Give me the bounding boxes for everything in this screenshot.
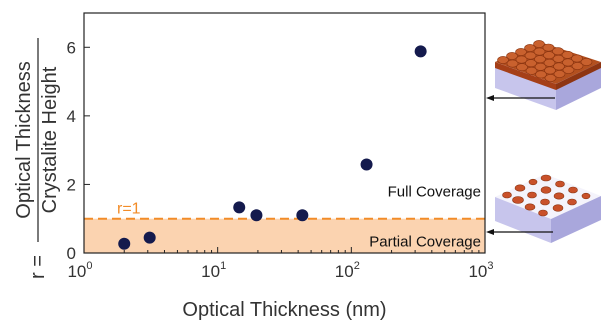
crystallite bbox=[561, 50, 574, 59]
crystallite bbox=[524, 51, 537, 60]
data-point bbox=[360, 158, 373, 171]
partial-coverage-label: Partial Coverage bbox=[369, 234, 481, 251]
island bbox=[567, 198, 577, 206]
crystallite bbox=[506, 52, 518, 60]
x-tick-label-exponent: 2 bbox=[354, 260, 360, 272]
crystallite bbox=[562, 58, 574, 67]
x-tick-label-exponent: 1 bbox=[220, 260, 226, 272]
partial-coverage-film-illustration bbox=[495, 174, 601, 243]
crystallite bbox=[562, 66, 575, 74]
island bbox=[528, 178, 538, 186]
island bbox=[568, 186, 578, 194]
x-tick-label-base: 10 bbox=[201, 262, 220, 281]
y-tick-label: 2 bbox=[67, 175, 76, 194]
island bbox=[527, 191, 537, 199]
x-tick-label: 100 bbox=[67, 260, 92, 281]
data-point bbox=[233, 201, 246, 214]
island bbox=[512, 196, 524, 204]
island bbox=[553, 192, 565, 200]
full-film-layer-front bbox=[495, 62, 556, 90]
island bbox=[502, 191, 512, 199]
island bbox=[552, 204, 564, 212]
island bbox=[540, 186, 552, 194]
crystallite bbox=[543, 51, 555, 60]
y-axis-label-prefix: r = bbox=[27, 255, 49, 279]
crystallite bbox=[533, 47, 546, 56]
crystallite bbox=[534, 62, 547, 71]
y-axis-label-numerator: Optical Thickness bbox=[13, 61, 35, 218]
crystallite bbox=[553, 70, 566, 78]
crystallite bbox=[543, 58, 556, 67]
x-tick-label: 103 bbox=[468, 260, 493, 281]
crystallite bbox=[534, 55, 546, 64]
full-coverage-arrow-icon bbox=[486, 95, 494, 101]
crystallite bbox=[553, 62, 565, 71]
full-film-crystallites bbox=[497, 40, 593, 82]
x-tick-label-exponent: 0 bbox=[86, 260, 92, 272]
data-point bbox=[296, 209, 309, 222]
full-film-layer-side bbox=[556, 62, 601, 90]
island bbox=[540, 198, 550, 206]
data-point bbox=[414, 45, 427, 58]
r1-label: r=1 bbox=[117, 201, 141, 218]
crystallite bbox=[552, 47, 564, 56]
crystallite bbox=[525, 59, 537, 68]
partial-film-islands bbox=[502, 174, 591, 217]
crystallite bbox=[571, 54, 583, 63]
x-tick-label: 101 bbox=[201, 260, 226, 281]
data-point bbox=[118, 237, 131, 250]
x-tick-label: 102 bbox=[335, 260, 360, 281]
y-tick-label: 6 bbox=[67, 38, 76, 57]
crystallite bbox=[524, 44, 536, 52]
x-tick-label-base: 10 bbox=[335, 262, 354, 281]
crystallite bbox=[580, 58, 593, 66]
y-axis-label: Optical Thickness Crystalite Height r = bbox=[13, 38, 61, 279]
crystallite bbox=[535, 70, 547, 79]
x-axis-label: Optical Thickness (nm) bbox=[182, 299, 386, 321]
island bbox=[581, 192, 591, 200]
data-point bbox=[250, 209, 263, 222]
island bbox=[514, 184, 526, 192]
crystallite bbox=[552, 54, 565, 63]
full-coverage-label: Full Coverage bbox=[388, 184, 481, 201]
crystallite bbox=[516, 63, 528, 72]
y-tick-label: 0 bbox=[67, 244, 76, 263]
crystallite bbox=[497, 56, 509, 64]
x-tick-label-base: 10 bbox=[67, 262, 86, 281]
crystallite bbox=[544, 66, 556, 75]
crystallite bbox=[515, 48, 527, 56]
x-tick-label-exponent: 3 bbox=[487, 260, 493, 272]
crystallite bbox=[515, 55, 528, 64]
crystallite bbox=[544, 74, 557, 82]
y-tick-label: 4 bbox=[67, 107, 76, 126]
data-point bbox=[143, 231, 156, 244]
crystallite bbox=[542, 43, 555, 52]
island bbox=[538, 209, 548, 217]
full-coverage-film-illustration bbox=[495, 40, 601, 110]
data-points bbox=[118, 45, 427, 250]
full-film-side bbox=[556, 62, 601, 110]
partial-coverage-arrow-icon bbox=[486, 229, 494, 235]
plot-frame bbox=[83, 12, 486, 254]
island bbox=[555, 180, 565, 188]
island bbox=[524, 203, 536, 211]
y-axis-label-denominator: Crystalite Height bbox=[39, 66, 61, 213]
crystallite bbox=[506, 59, 519, 68]
crystallite bbox=[525, 66, 538, 75]
x-tick-label-base: 10 bbox=[468, 262, 487, 281]
crystallite bbox=[571, 62, 584, 70]
crystallite bbox=[533, 40, 545, 48]
island bbox=[540, 174, 552, 182]
partial-film-side bbox=[551, 196, 601, 243]
